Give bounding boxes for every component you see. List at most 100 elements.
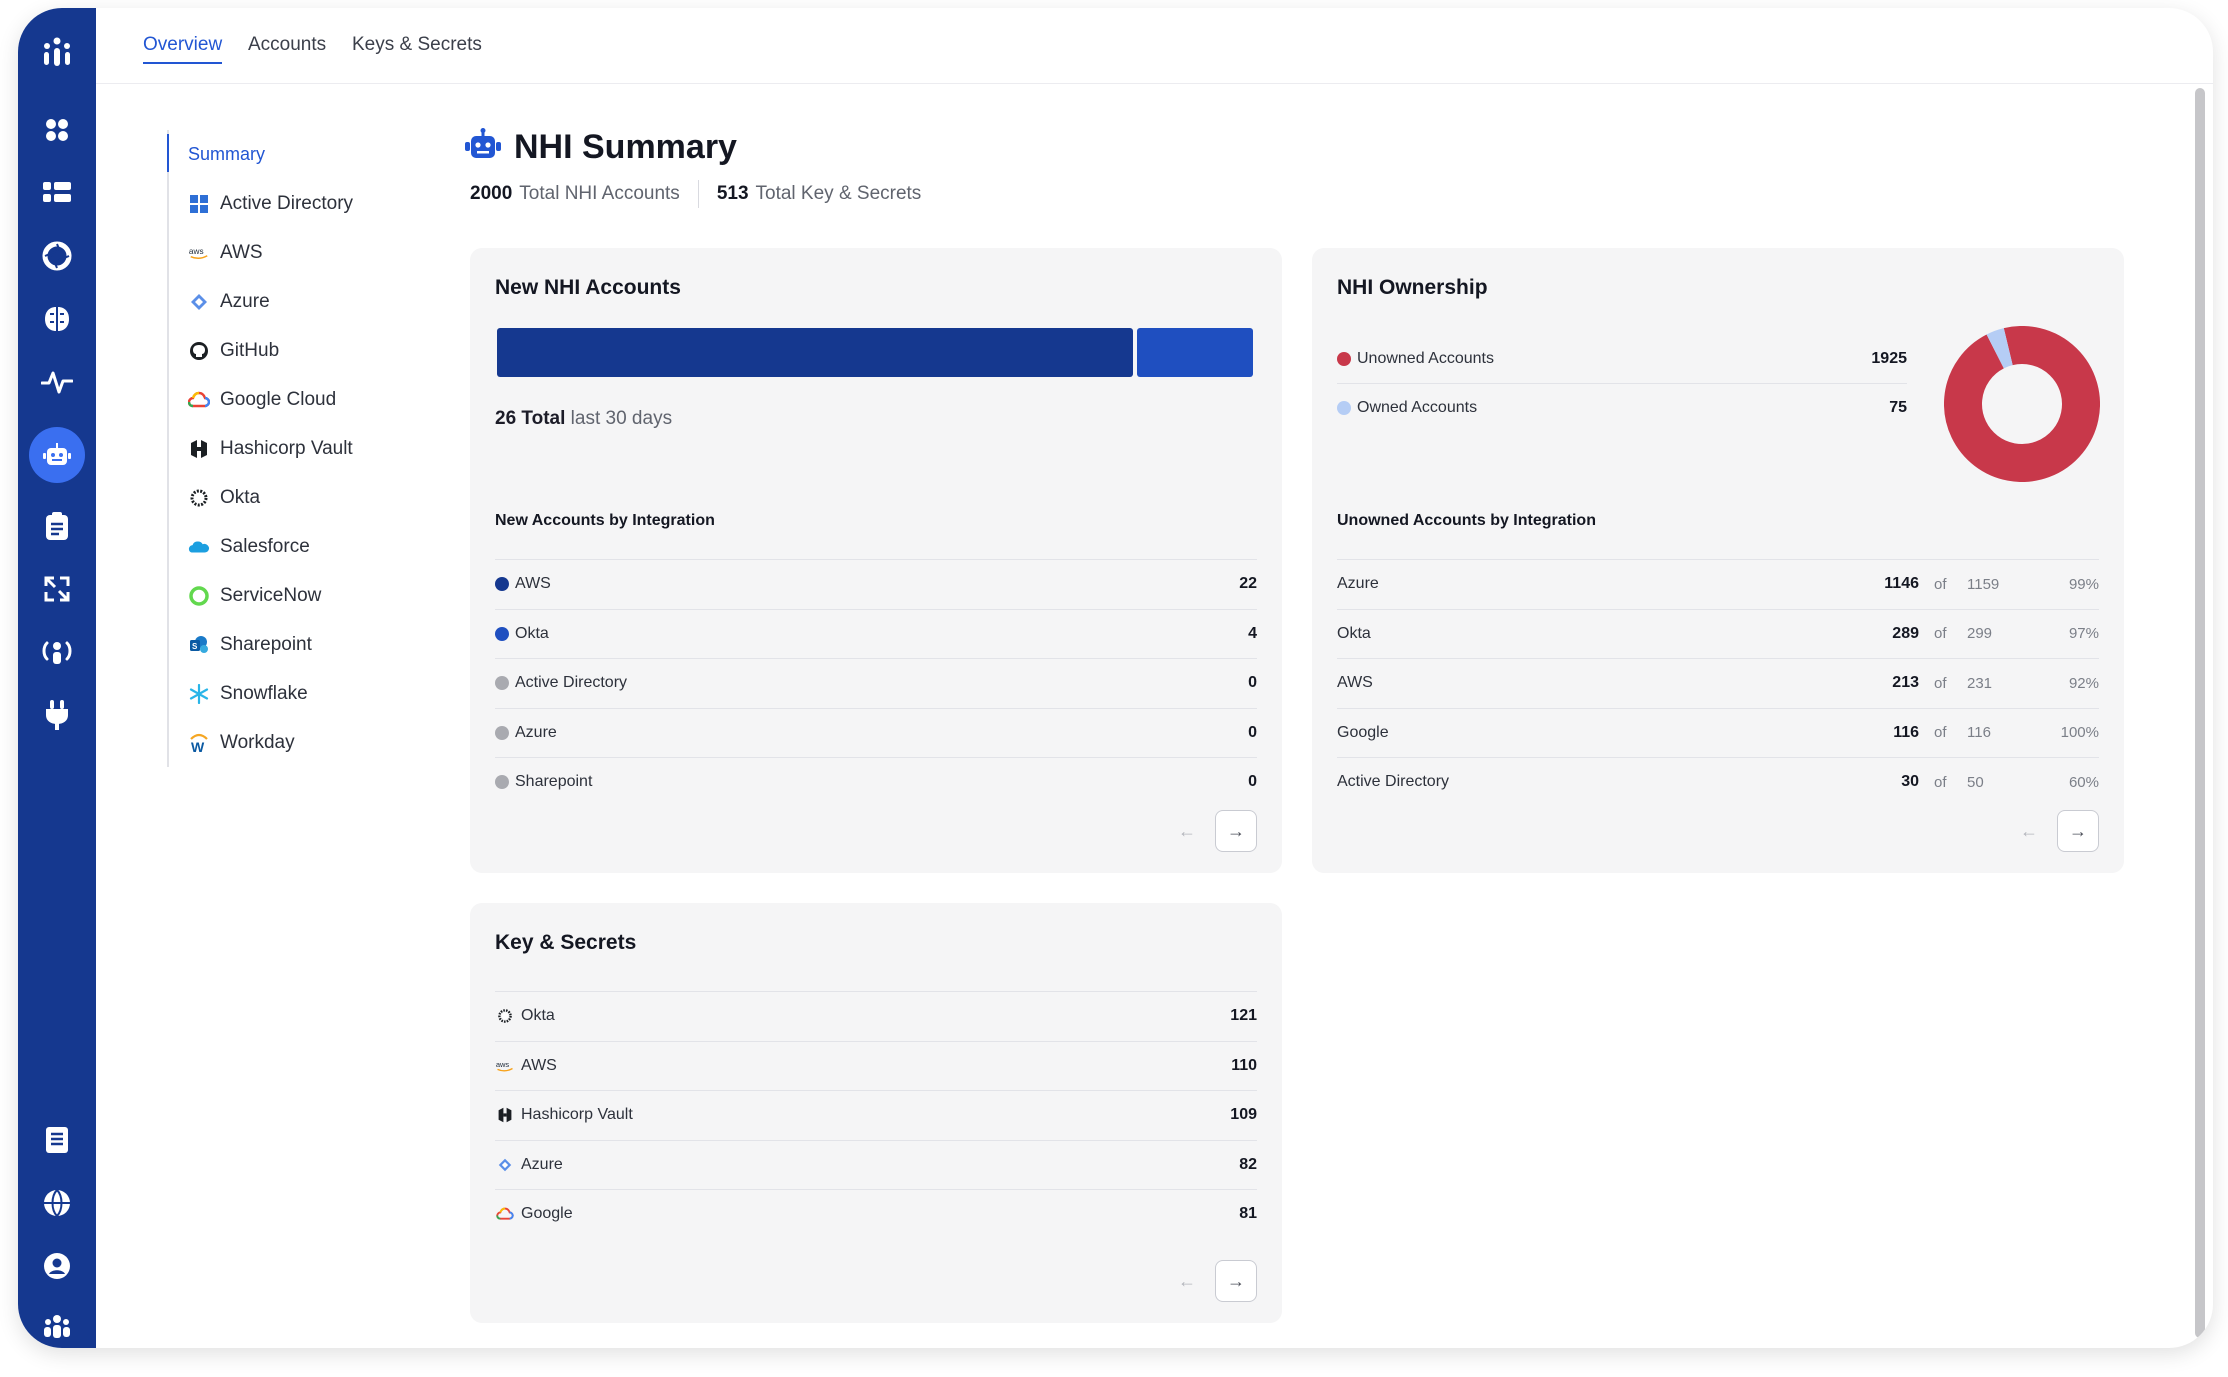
legend-label: Unowned Accounts	[1357, 349, 1494, 367]
integration-row[interactable]: Active Directory 30 of 50 60%	[1337, 757, 2099, 806]
subnav-item-okta[interactable]: Okta	[169, 473, 407, 522]
subnav-item-github[interactable]: GitHub	[169, 326, 407, 375]
arrow-right-icon[interactable]: →	[2057, 810, 2099, 852]
subnav-item-snowflake[interactable]: Snowflake	[169, 669, 407, 718]
arrow-left-icon[interactable]: ←	[1178, 820, 1196, 841]
pagination: ← →	[2017, 810, 2099, 852]
series-dot	[495, 775, 509, 789]
svg-text:aws: aws	[496, 1059, 510, 1068]
key-row[interactable]: Okta 121	[495, 991, 1257, 1040]
key-source-name: Okta	[521, 1007, 555, 1024]
activity-icon[interactable]	[29, 354, 85, 410]
integration-row[interactable]: Google 116 of 116 100%	[1337, 707, 2099, 757]
integration-count: 0	[1248, 723, 1257, 741]
globe-icon[interactable]	[29, 1175, 85, 1231]
total-count: 1159	[1967, 575, 2000, 593]
aperture-icon[interactable]	[29, 228, 85, 284]
tab-keys-secrets[interactable]: Keys & Secrets	[352, 34, 482, 55]
robot-icon[interactable]	[29, 427, 85, 483]
total-nhi-accounts-value: 2000	[470, 183, 513, 204]
integration-row[interactable]: Active Directory 0	[495, 658, 1257, 707]
key-row[interactable]: Hashicorp Vault 109	[495, 1090, 1257, 1139]
card-title: Key & Secrets	[495, 931, 637, 954]
arrow-right-icon[interactable]: →	[1215, 1260, 1257, 1302]
subnav-item-active-directory[interactable]: Active Directory	[169, 179, 407, 228]
bar-segment-okta[interactable]	[1137, 328, 1253, 377]
scrollbar[interactable]	[2195, 88, 2205, 1338]
clipboard-icon[interactable]	[29, 498, 85, 554]
bar-segment-aws[interactable]	[497, 328, 1134, 377]
subnav-item-aws[interactable]: aws AWS	[169, 228, 407, 277]
apps-grid-icon[interactable]	[29, 102, 85, 158]
legend-dot	[1337, 401, 1351, 415]
subnav-item-workday[interactable]: W Workday	[169, 718, 407, 767]
robot-icon	[464, 128, 502, 167]
stat-divider	[697, 180, 699, 208]
docs-icon[interactable]	[29, 1112, 85, 1168]
icon-rail	[18, 8, 96, 1348]
snowflake-icon	[188, 683, 210, 705]
integration-row[interactable]: Azure 0	[495, 707, 1257, 757]
svg-text:W: W	[191, 739, 205, 754]
integration-row[interactable]: AWS 213 of 231 92%	[1337, 658, 2099, 707]
arrow-left-icon[interactable]: ←	[1178, 1270, 1196, 1291]
integration-count: 4	[1248, 624, 1257, 642]
tab-accounts[interactable]: Accounts	[248, 34, 327, 55]
integration-count: 0	[1248, 674, 1257, 691]
of-label: of	[1934, 625, 1947, 642]
integration-row[interactable]: Okta 4	[495, 608, 1257, 658]
tab-overview[interactable]: Overview	[143, 34, 223, 64]
okta-icon	[188, 487, 210, 509]
subnav-item-salesforce[interactable]: Salesforce	[169, 522, 407, 571]
integration-name: Google	[1337, 723, 1389, 741]
donut-slice-owned-accounts[interactable]	[1986, 328, 2014, 369]
pagination: ← →	[1175, 1260, 1257, 1302]
subnav-item-hashicorp-vault[interactable]: Hashicorp Vault	[169, 424, 407, 473]
app-logo-icon[interactable]	[29, 26, 85, 82]
team-broadcast-icon[interactable]	[29, 624, 85, 680]
subnav-item-label: Google Cloud	[220, 388, 337, 410]
donut-slice-unowned-accounts[interactable]	[1944, 326, 2100, 482]
sync-icon[interactable]	[29, 561, 85, 617]
servicenow-icon	[188, 585, 210, 607]
plug-icon[interactable]	[29, 687, 85, 743]
integration-row[interactable]: Okta 289 of 299 97%	[1337, 608, 2099, 658]
group-icon[interactable]	[29, 1298, 85, 1348]
workday-icon: W	[188, 732, 210, 754]
brain-icon[interactable]	[29, 291, 85, 347]
dashboard-icon[interactable]	[29, 165, 85, 221]
integration-row[interactable]: AWS 22	[495, 559, 1257, 608]
arrow-right-icon[interactable]: →	[1215, 810, 1257, 852]
integration-name: Active Directory	[1337, 773, 1450, 790]
key-count: 81	[1239, 1205, 1257, 1222]
integration-row[interactable]: Sharepoint 0	[495, 757, 1257, 806]
total-value: 26 Total	[495, 408, 566, 429]
series-dot	[495, 676, 509, 690]
hashicorp-icon	[495, 1105, 515, 1125]
subnav-item-azure[interactable]: Azure	[169, 277, 407, 326]
azure-icon	[495, 1155, 515, 1175]
integration-row[interactable]: Azure 1146 of 1159 99%	[1337, 559, 2099, 608]
sharepoint-icon: S	[188, 634, 210, 656]
subnav-item-label: ServiceNow	[220, 584, 322, 606]
key-row[interactable]: aws AWS 110	[495, 1040, 1257, 1090]
subnav-item-summary[interactable]: Summary	[167, 130, 407, 179]
user-profile-icon[interactable]	[29, 1238, 85, 1294]
top-tab-bar: Overview Accounts Keys & Secrets	[96, 8, 2213, 84]
total-count: 299	[1967, 625, 1993, 642]
key-row[interactable]: Azure 82	[495, 1139, 1257, 1189]
legend-dot	[1337, 351, 1351, 366]
integration-name: Okta	[515, 624, 549, 642]
unowned-count: 116	[1893, 723, 1919, 741]
subnav-item-sharepoint[interactable]: S Sharepoint	[169, 620, 407, 669]
total-count: 116	[1967, 724, 1991, 741]
legend-item: Unowned Accounts 1925	[1337, 334, 1907, 383]
key-row[interactable]: Google 81	[495, 1189, 1257, 1238]
subnav-item-servicenow[interactable]: ServiceNow	[169, 571, 407, 620]
arrow-left-icon[interactable]: ←	[2020, 820, 2038, 841]
total-count: 231	[1967, 674, 1993, 692]
series-dot	[495, 577, 509, 591]
subnav-item-google-cloud[interactable]: Google Cloud	[169, 375, 407, 424]
key-source-name: Hashicorp Vault	[521, 1106, 633, 1123]
legend-label: Owned Accounts	[1357, 399, 1478, 416]
